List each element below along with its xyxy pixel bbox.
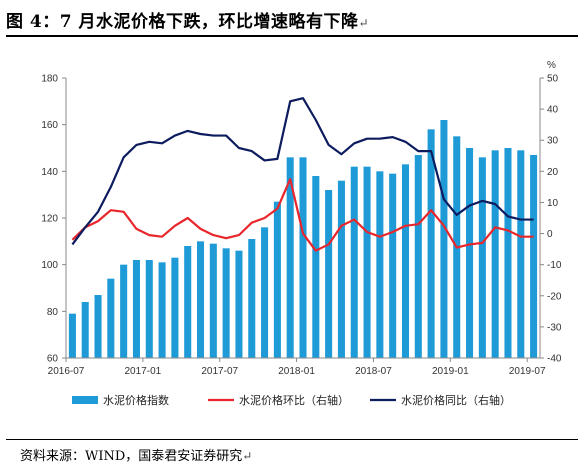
title-bar: 图 4：7 月水泥价格下跌，环比增速略有下降↵	[6, 4, 578, 37]
bar	[376, 171, 384, 358]
legend-label: 水泥价格指数	[103, 393, 169, 407]
left-tick-label: 80	[47, 307, 59, 318]
bar	[235, 250, 243, 358]
footer-divider	[6, 439, 578, 440]
x-tick-label: 2019-01	[432, 366, 469, 377]
x-tick-label: 2017-01	[125, 366, 162, 377]
bar	[107, 278, 115, 358]
right-tick-label: 50	[547, 74, 559, 85]
right-tick-label: -40	[547, 354, 562, 365]
bar	[299, 157, 307, 358]
legend-label: 水泥价格同比（右轴）	[401, 393, 511, 407]
right-tick-label: -30	[547, 322, 562, 333]
bar	[184, 246, 192, 358]
right-axis-unit: %	[547, 60, 556, 71]
paragraph-mark-icon: ↵	[242, 449, 253, 463]
bar	[325, 190, 333, 358]
bar	[466, 148, 474, 358]
bar	[132, 260, 140, 358]
bar	[68, 313, 76, 358]
chart: 60 80 100 120 140 160 180 -40 -30 -20 -10 0 10 20 30 40…	[41, 60, 562, 407]
bar	[504, 148, 512, 358]
bar	[145, 260, 153, 358]
bar	[440, 120, 448, 358]
x-tick-label: 2016-07	[48, 366, 85, 377]
legend-swatch-bar	[72, 396, 98, 404]
bar	[389, 173, 397, 358]
bar	[120, 264, 128, 358]
bar	[427, 129, 435, 358]
chart-title: 图 4：7 月水泥价格下跌，环比增速略有下降↵	[6, 12, 370, 32]
x-tick-label: 2017-07	[201, 366, 238, 377]
bar	[491, 150, 499, 358]
right-tick-label: -20	[547, 291, 562, 302]
bar	[196, 241, 205, 358]
bar	[478, 157, 486, 358]
bar	[171, 257, 179, 358]
bar	[158, 262, 166, 358]
bar	[261, 227, 269, 358]
bar	[222, 248, 230, 358]
left-tick-label: 180	[41, 74, 58, 85]
right-tick-label: 0	[547, 229, 553, 240]
paragraph-mark-icon: ↵	[358, 16, 370, 30]
right-tick-label: 40	[547, 105, 559, 116]
left-tick-label: 120	[41, 214, 58, 225]
right-tick-label: 30	[547, 136, 559, 147]
right-tick-label: 20	[547, 167, 559, 178]
bar	[363, 166, 371, 358]
bar	[530, 155, 538, 358]
bar	[517, 150, 525, 358]
left-tick-label: 140	[41, 167, 58, 178]
bar	[81, 302, 89, 358]
bar	[401, 164, 410, 358]
right-tick-label: 10	[547, 198, 559, 209]
bar	[350, 166, 358, 358]
bar	[248, 239, 256, 358]
mom-line	[71, 178, 534, 252]
bar	[286, 157, 294, 358]
x-tick-label: 2018-07	[355, 366, 392, 377]
right-tick-label: -10	[547, 260, 562, 271]
bar	[414, 155, 422, 358]
x-tick-label: 2019-07	[509, 366, 546, 377]
legend-label: 水泥价格环比（右轴）	[239, 393, 349, 407]
left-tick-label: 160	[41, 120, 58, 131]
bar	[94, 295, 102, 358]
title-divider	[6, 35, 578, 37]
yoy-line	[71, 97, 534, 246]
bar	[337, 180, 345, 358]
bar	[273, 201, 281, 358]
left-tick-label: 60	[47, 354, 59, 365]
bar	[312, 176, 320, 358]
x-tick-label: 2018-01	[278, 366, 315, 377]
source-note: 资料来源：WIND，国泰君安证券研究↵	[20, 449, 253, 464]
left-tick-label: 100	[41, 260, 58, 271]
bar	[209, 243, 217, 358]
